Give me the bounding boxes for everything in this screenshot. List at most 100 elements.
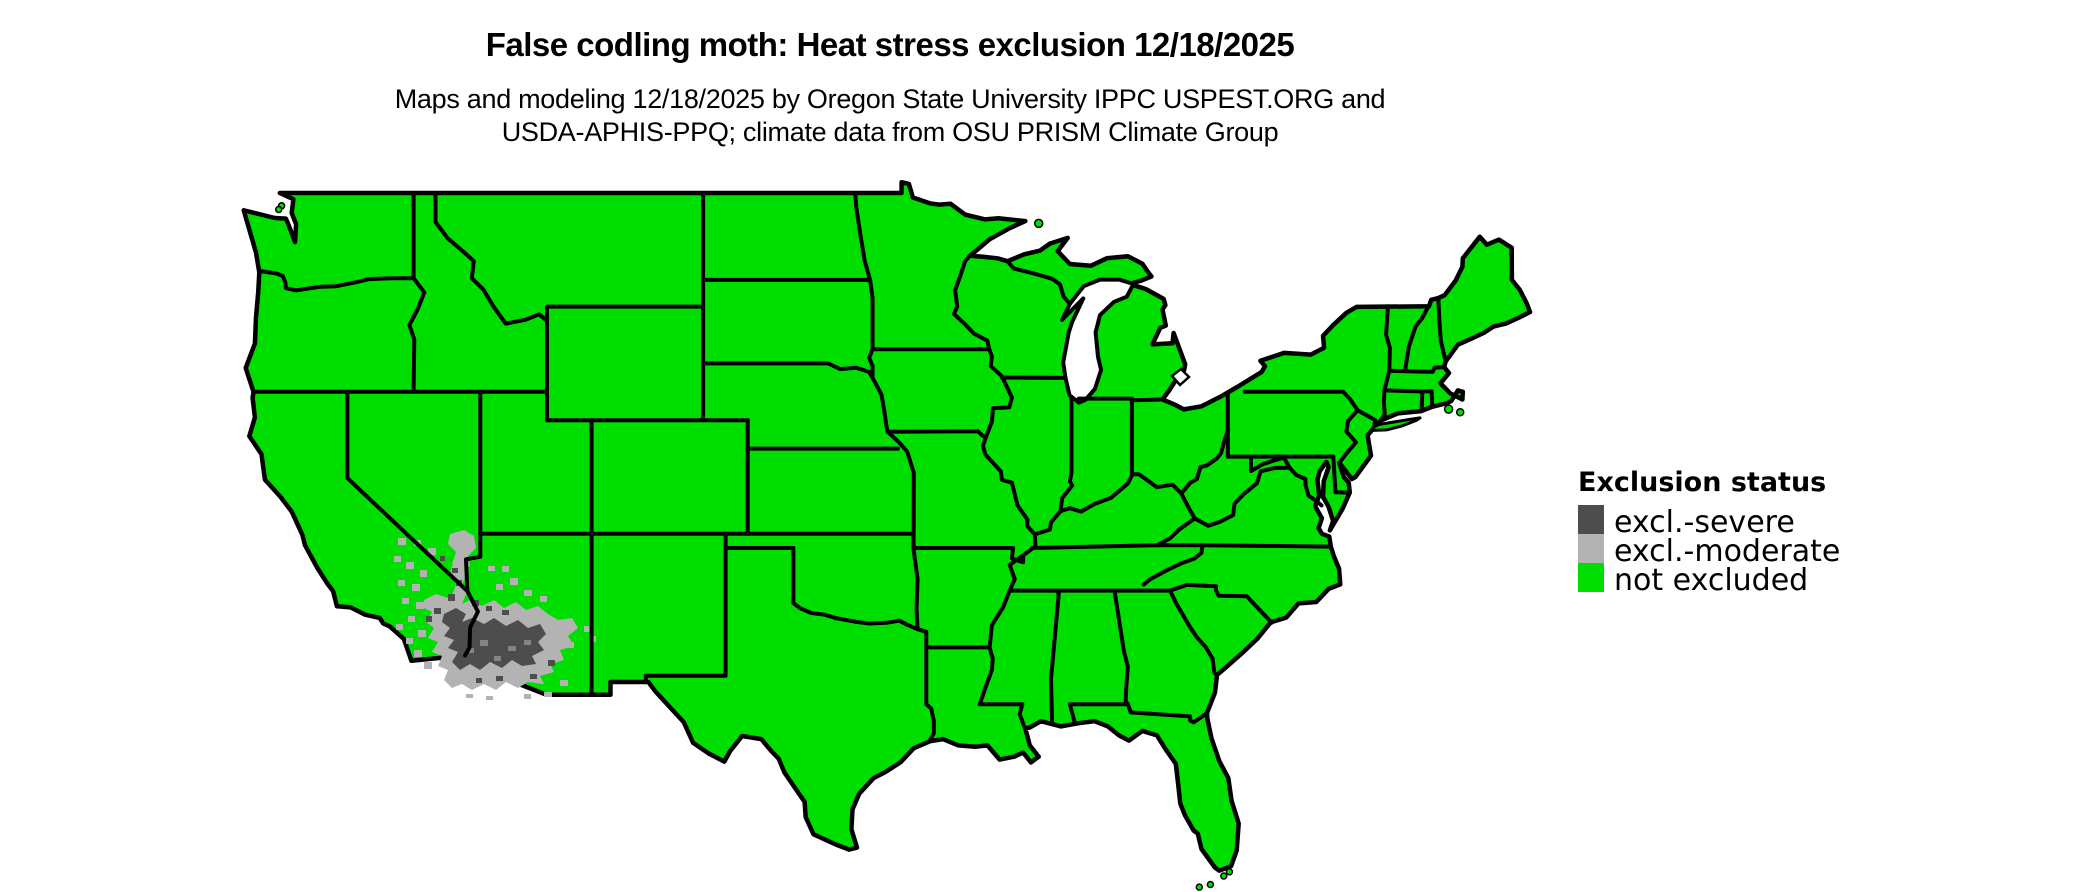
moderate-speck (398, 538, 406, 545)
state-border-line (1112, 588, 1130, 707)
island-dot (1225, 868, 1234, 876)
state-border-line (1192, 465, 1292, 528)
moderate-speck (424, 662, 432, 669)
moderate-speck (540, 596, 547, 602)
moderate-speck (544, 692, 552, 697)
state-border-line (723, 546, 920, 632)
figure-subtitle-line1: Maps and modeling 12/18/2025 by Oregon S… (395, 84, 1386, 114)
moderate-speck (584, 626, 591, 632)
state-border-line (1049, 588, 1061, 725)
island-dot (1443, 404, 1454, 414)
state-border-line (977, 702, 1027, 730)
moderate-speck (496, 584, 503, 590)
state-border-line (1030, 543, 1160, 550)
state-border-line (464, 531, 483, 594)
moderate-speck (398, 580, 405, 586)
moderate-speck (486, 696, 493, 700)
moderate-speck (502, 566, 509, 572)
legend-label-severe: excl.-severe (1614, 505, 1795, 540)
severe-speck (426, 616, 432, 622)
moderate-speck (556, 634, 566, 641)
state-border-line (643, 531, 728, 683)
state-border-line (1179, 491, 1197, 521)
state-border-line (1155, 543, 1333, 549)
severe-speck (476, 678, 482, 683)
state-border-line (1331, 454, 1352, 495)
state-border-line (1387, 365, 1447, 374)
severe-speck (502, 610, 509, 615)
legend: Exclusion status excl.-severe excl.-mode… (1578, 467, 1840, 598)
state-border-line (1403, 304, 1431, 374)
moderate-speck (420, 570, 427, 577)
severe-speck (496, 676, 503, 681)
state-border-line (1382, 388, 1434, 394)
state-border-line (868, 277, 875, 352)
state-border-line (1155, 516, 1197, 548)
figure-title: False codling moth: Heat stress exclusio… (486, 26, 1295, 63)
moderate-speck (408, 616, 415, 622)
severe-speck (548, 660, 555, 666)
state-border-line (915, 627, 936, 742)
conus-land-outline (241, 179, 1533, 873)
state-border-line (1242, 389, 1360, 413)
severe-speck (530, 674, 537, 679)
severe-speck (486, 606, 492, 611)
severe-patch (442, 608, 546, 670)
state-border-line (911, 546, 1026, 565)
legend-swatch-severe (1578, 505, 1604, 534)
moderate-speck (508, 646, 516, 651)
legend-label-moderate: excl.-moderate (1614, 534, 1840, 569)
island-dot (1455, 407, 1465, 417)
moderate-speck (510, 578, 518, 585)
severe-speck (448, 594, 455, 601)
severe-speck (440, 556, 445, 561)
figure-subtitle-line2: USDA-APHIS-PPQ; climate data from OSU PR… (502, 117, 1279, 147)
legend-title: Exclusion status (1578, 467, 1826, 498)
moderate-speck (560, 680, 568, 686)
legend-swatch-moderate (1578, 534, 1604, 563)
severe-speck (434, 608, 441, 614)
moderate-speck (414, 650, 422, 657)
moderate-speck (566, 642, 574, 648)
state-border-line (1419, 389, 1425, 413)
state-border-line (1125, 702, 1210, 725)
moderate-speck (524, 590, 532, 596)
map-layers (241, 179, 1533, 891)
state-border-line (867, 347, 916, 550)
lake-st-clair (1170, 367, 1191, 387)
moderate-speck (468, 648, 474, 653)
state-border-line (258, 269, 416, 293)
state-border-line (407, 276, 427, 394)
legend-swatch-not-excluded (1578, 563, 1604, 592)
state-border-line (1067, 702, 1130, 724)
legend-label-not-excluded: not excluded (1614, 563, 1808, 598)
island-dot (1033, 218, 1044, 229)
state-border-line (853, 191, 873, 282)
moderate-speck (488, 566, 495, 571)
moderate-speck (480, 640, 488, 646)
moderate-speck (428, 548, 436, 555)
state-border-line (1168, 588, 1220, 677)
state-border-line (1076, 396, 1165, 403)
lake-michigan (1060, 277, 1136, 405)
moderate-speck (494, 656, 501, 661)
state-border-line (1436, 296, 1448, 364)
island-dot (1220, 872, 1228, 880)
moderate-speck (402, 598, 409, 604)
moderate-speck (396, 624, 403, 630)
state-border-line (1032, 428, 1230, 537)
state-borders (251, 191, 1448, 742)
long-island (1371, 416, 1422, 432)
state-border-line (952, 312, 1037, 537)
island-dot (1195, 883, 1204, 891)
state-border-line (1058, 396, 1075, 514)
moderate-speck (524, 640, 531, 645)
state-border-line (1168, 582, 1274, 625)
state-border-line (701, 361, 875, 380)
state-border-line (1337, 408, 1360, 465)
moderate-patch (448, 530, 476, 572)
state-border-line (952, 254, 972, 316)
island-dot (274, 205, 283, 214)
